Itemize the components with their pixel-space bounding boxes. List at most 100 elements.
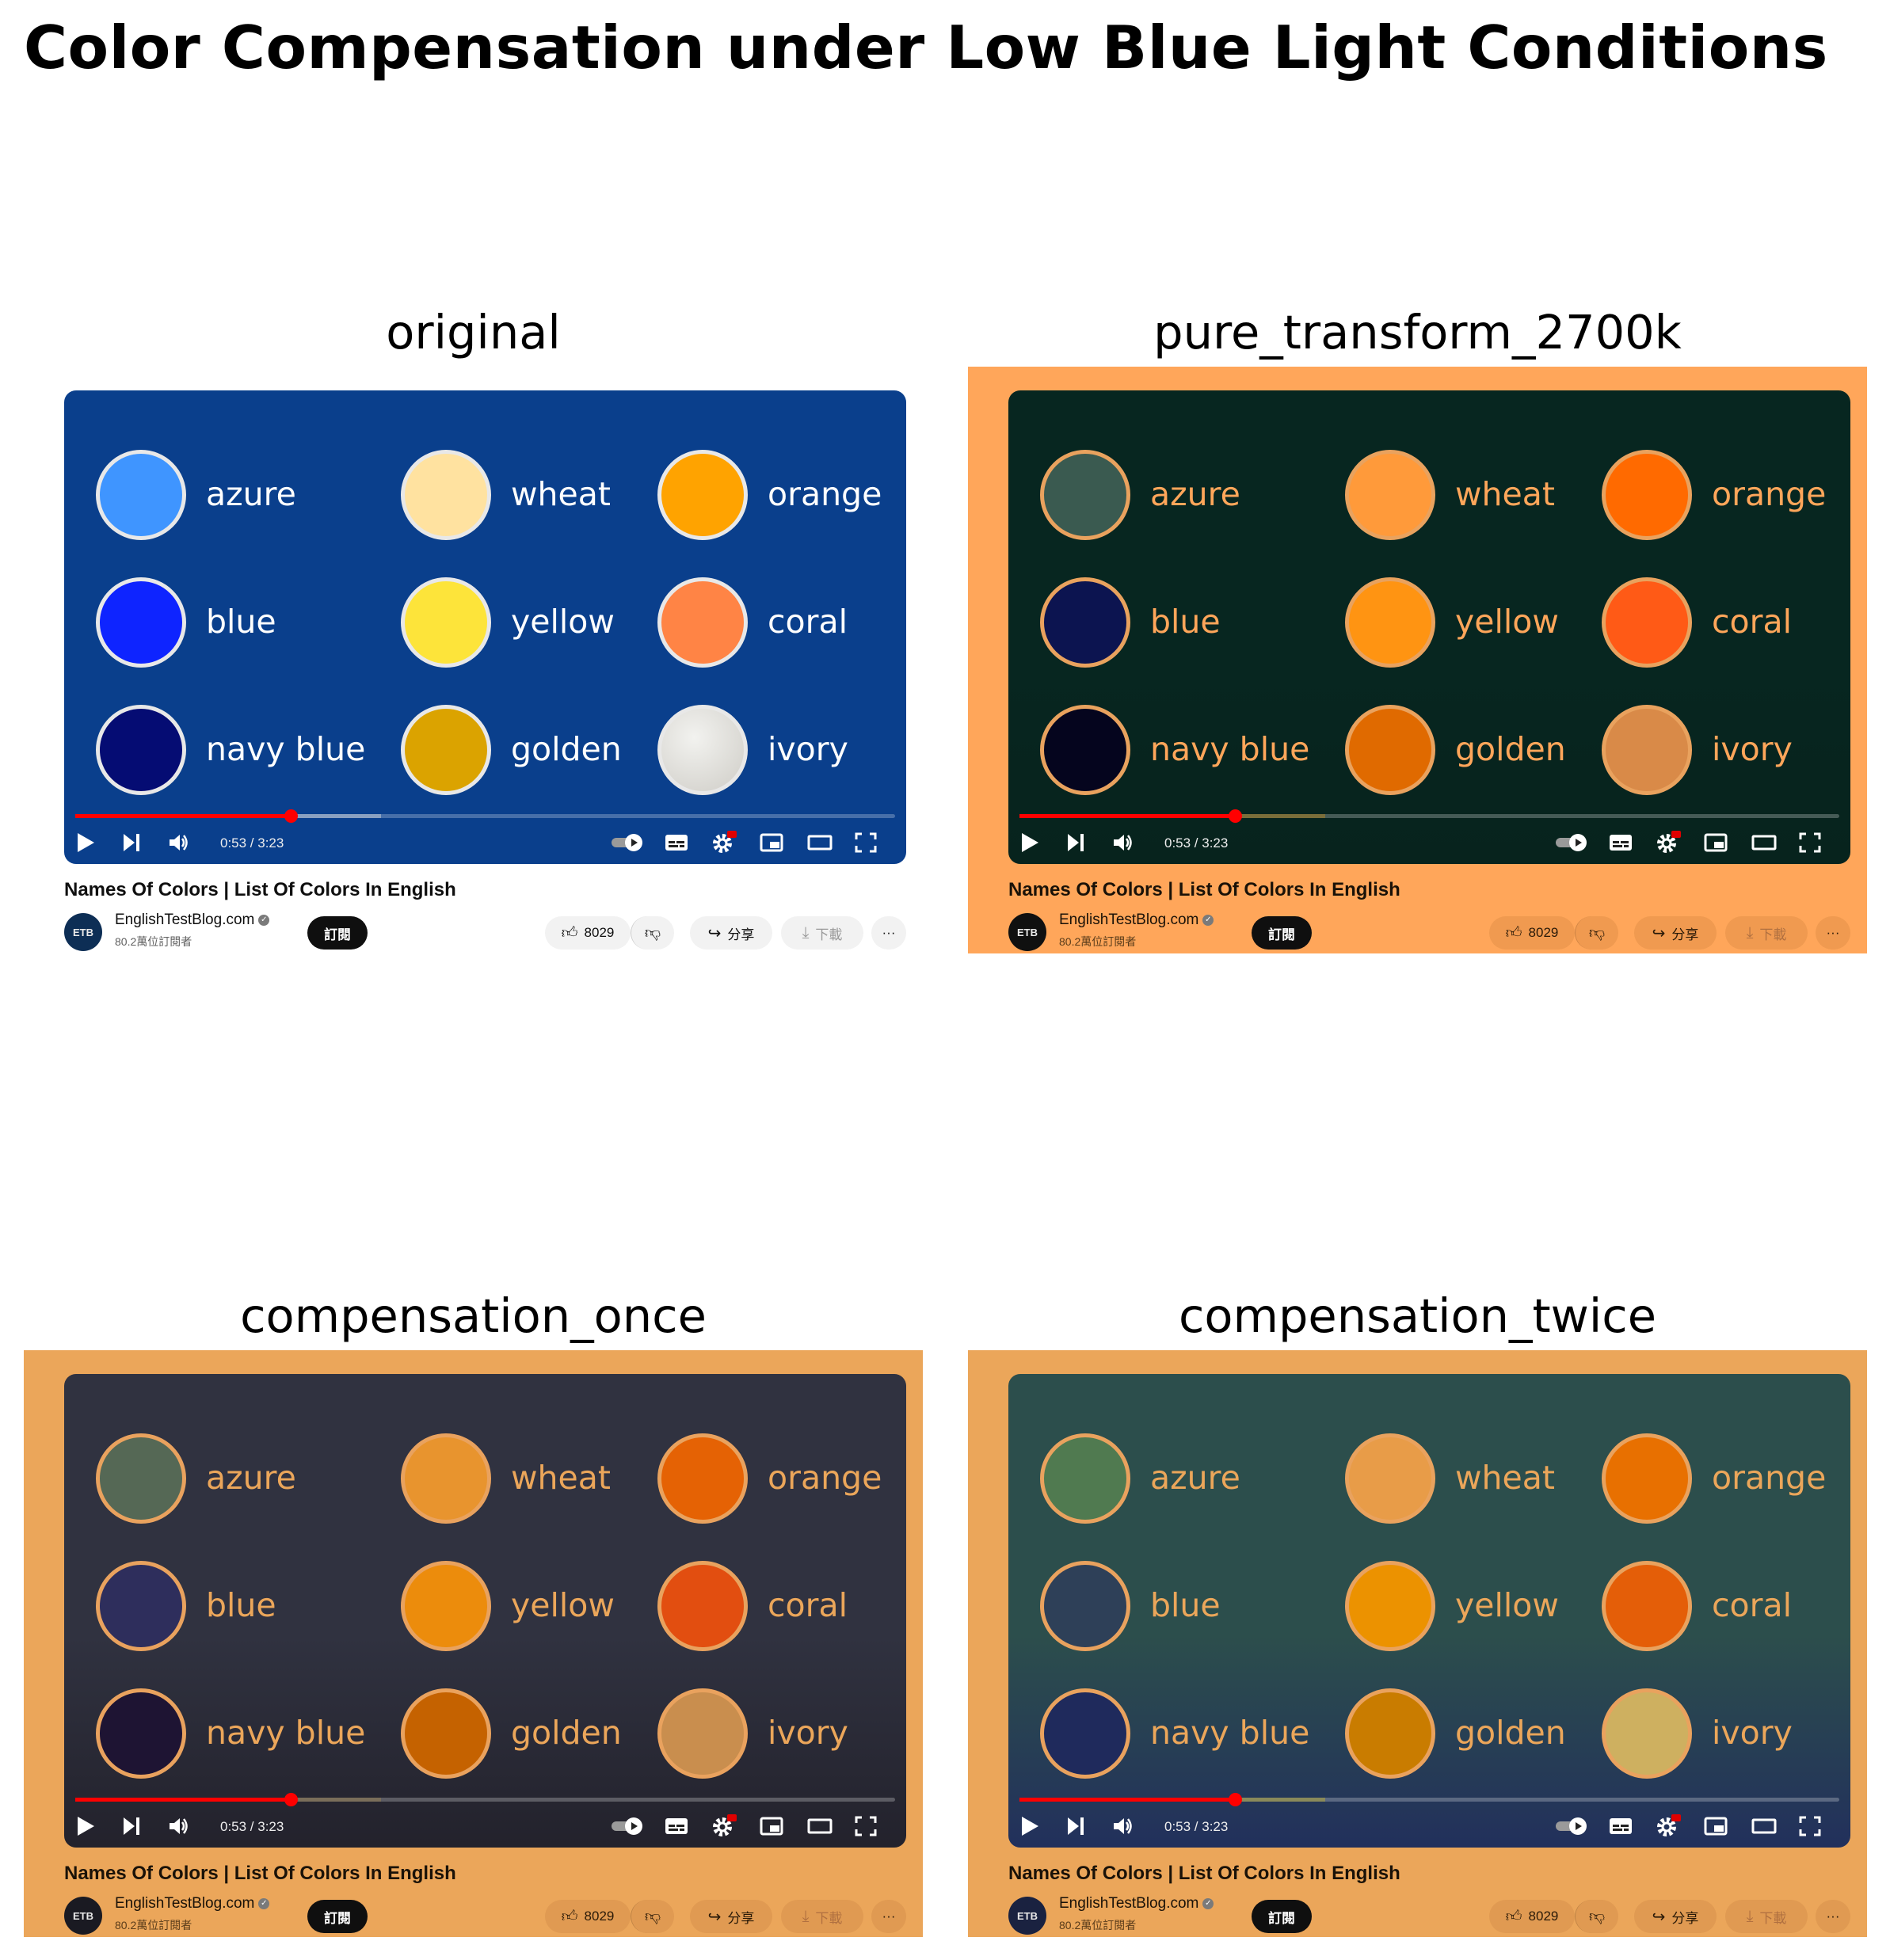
share-button[interactable]: ↪ 分享: [1634, 1900, 1717, 1933]
channel-avatar[interactable]: ETB: [64, 913, 102, 951]
dislike-button[interactable]: 👎︎: [631, 1900, 674, 1933]
captions-icon[interactable]: [664, 1813, 689, 1839]
miniplayer-icon[interactable]: [759, 830, 784, 855]
more-actions-button[interactable]: ···: [1816, 1900, 1850, 1933]
subscribe-button[interactable]: 訂閱: [307, 916, 368, 950]
volume-icon[interactable]: [1111, 830, 1134, 855]
video-player[interactable]: azure wheat orange blue yellow coral navy blue…: [64, 1374, 906, 1848]
captions-icon[interactable]: [664, 830, 689, 855]
play-icon[interactable]: [1019, 830, 1040, 855]
channel-name[interactable]: EnglishTestBlog.com ✓: [115, 1895, 270, 1912]
color-swatch: [96, 1688, 186, 1779]
fullscreen-icon[interactable]: [1798, 1813, 1822, 1839]
color-name-label: yellow: [511, 1586, 615, 1624]
channel-name[interactable]: EnglishTestBlog.com ✓: [1059, 1895, 1214, 1912]
color-swatch: [401, 1433, 491, 1524]
subscribe-button[interactable]: 訂閱: [307, 1900, 368, 1933]
fullscreen-icon[interactable]: [854, 830, 878, 855]
color-swatch: [96, 1433, 186, 1524]
like-button[interactable]: 👍︎ 8029: [545, 916, 631, 950]
settings-gear-icon[interactable]: [711, 1813, 737, 1839]
miniplayer-icon[interactable]: [1703, 830, 1728, 855]
volume-icon[interactable]: [167, 1813, 189, 1839]
video-title[interactable]: Names Of Colors | List Of Colors In Engl…: [64, 879, 456, 900]
color-name-label: orange: [1712, 475, 1827, 513]
panel-title: compensation_twice: [1178, 1288, 1657, 1343]
autoplay-toggle-icon[interactable]: [1554, 1813, 1589, 1839]
next-icon[interactable]: [1065, 830, 1086, 855]
more-actions-button[interactable]: ···: [871, 916, 906, 950]
share-button[interactable]: ↪ 分享: [1634, 916, 1717, 950]
autoplay-toggle-icon[interactable]: [610, 830, 645, 855]
scrubber-handle[interactable]: [284, 809, 298, 823]
volume-icon[interactable]: [1111, 1813, 1134, 1839]
color-swatch: [1345, 577, 1435, 668]
download-button[interactable]: ⤓ 下載: [1725, 916, 1808, 950]
next-icon[interactable]: [121, 1813, 142, 1839]
autoplay-toggle-icon[interactable]: [610, 1813, 645, 1839]
color-swatch: [1040, 1561, 1130, 1651]
color-name-label: blue: [1150, 1586, 1221, 1624]
video-player[interactable]: azure wheat orange blue yellow coral navy blue…: [64, 390, 906, 864]
fullscreen-icon[interactable]: [1798, 830, 1822, 855]
dislike-button[interactable]: 👎︎: [1575, 916, 1618, 950]
progress-bar[interactable]: [75, 809, 895, 823]
dislike-button[interactable]: 👎︎: [1575, 1900, 1618, 1933]
theater-mode-icon[interactable]: [1751, 830, 1778, 855]
next-icon[interactable]: [121, 830, 142, 855]
share-arrow-icon: ↪: [707, 924, 722, 942]
settings-gear-icon[interactable]: [1656, 830, 1681, 855]
like-button[interactable]: 👍︎ 8029: [545, 1900, 631, 1933]
video-player[interactable]: azure wheat orange blue yellow coral navy blue…: [1008, 390, 1850, 864]
video-title[interactable]: Names Of Colors | List Of Colors In Engl…: [64, 1863, 456, 1884]
channel-avatar[interactable]: ETB: [1008, 913, 1046, 951]
more-actions-button[interactable]: ···: [1816, 916, 1850, 950]
scrubber-handle[interactable]: [1229, 1793, 1242, 1806]
subscribe-button[interactable]: 訂閱: [1252, 1900, 1312, 1933]
like-button[interactable]: 👍︎ 8029: [1489, 1900, 1575, 1933]
subscribe-button[interactable]: 訂閱: [1252, 916, 1312, 950]
share-label: 分享: [727, 927, 755, 942]
color-swatch: [1040, 1433, 1130, 1524]
captions-icon[interactable]: [1608, 830, 1633, 855]
settings-gear-icon[interactable]: [1656, 1813, 1681, 1839]
played-bar: [75, 1798, 291, 1802]
fullscreen-icon[interactable]: [854, 1813, 878, 1839]
scrubber-handle[interactable]: [284, 1793, 298, 1806]
progress-bar[interactable]: [1019, 809, 1839, 823]
channel-name[interactable]: EnglishTestBlog.com ✓: [1059, 911, 1214, 929]
color-name-label: golden: [511, 1714, 622, 1752]
channel-avatar[interactable]: ETB: [1008, 1897, 1046, 1935]
dislike-button[interactable]: 👎︎: [631, 916, 674, 950]
more-actions-button[interactable]: ···: [871, 1900, 906, 1933]
download-button[interactable]: ⤓ 下載: [1725, 1900, 1808, 1933]
captions-icon[interactable]: [1608, 1813, 1633, 1839]
play-icon[interactable]: [75, 830, 96, 855]
channel-avatar[interactable]: ETB: [64, 1897, 102, 1935]
like-button[interactable]: 👍︎ 8029: [1489, 916, 1575, 950]
share-button[interactable]: ↪ 分享: [690, 1900, 772, 1933]
volume-icon[interactable]: [167, 830, 189, 855]
theater-mode-icon[interactable]: [806, 830, 833, 855]
theater-mode-icon[interactable]: [806, 1813, 833, 1839]
theater-mode-icon[interactable]: [1751, 1813, 1778, 1839]
video-player[interactable]: azure wheat orange blue yellow coral navy blue…: [1008, 1374, 1850, 1848]
miniplayer-icon[interactable]: [1703, 1813, 1728, 1839]
video-title[interactable]: Names Of Colors | List Of Colors In Engl…: [1008, 1863, 1400, 1884]
download-button[interactable]: ⤓ 下載: [781, 916, 863, 950]
channel-name[interactable]: EnglishTestBlog.com ✓: [115, 911, 270, 929]
video-title[interactable]: Names Of Colors | List Of Colors In Engl…: [1008, 879, 1400, 900]
like-count: 8029: [584, 1909, 615, 1924]
play-icon[interactable]: [1019, 1813, 1040, 1839]
scrubber-handle[interactable]: [1229, 809, 1242, 823]
time-display: 0:53 / 3:23: [1164, 835, 1229, 851]
share-button[interactable]: ↪ 分享: [690, 916, 772, 950]
progress-bar[interactable]: [75, 1793, 895, 1806]
settings-gear-icon[interactable]: [711, 830, 737, 855]
miniplayer-icon[interactable]: [759, 1813, 784, 1839]
play-icon[interactable]: [75, 1813, 96, 1839]
autoplay-toggle-icon[interactable]: [1554, 830, 1589, 855]
download-button[interactable]: ⤓ 下載: [781, 1900, 863, 1933]
next-icon[interactable]: [1065, 1813, 1086, 1839]
progress-bar[interactable]: [1019, 1793, 1839, 1806]
